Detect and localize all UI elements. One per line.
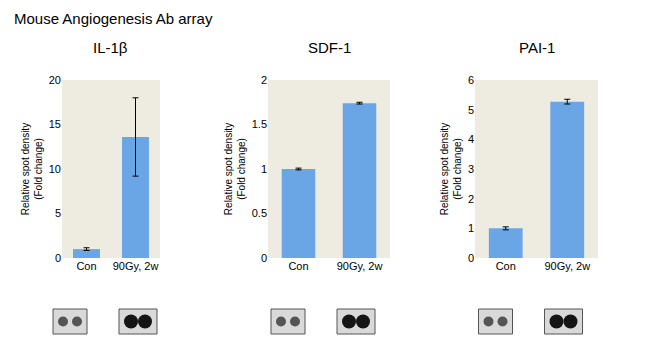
svg-text:90Gy, 2w: 90Gy, 2w: [113, 260, 159, 272]
svg-text:Con: Con: [76, 260, 96, 272]
svg-text:90Gy, 2w: 90Gy, 2w: [544, 260, 590, 272]
svg-text:4: 4: [468, 133, 474, 145]
svg-text:PAI-1: PAI-1: [519, 39, 555, 56]
svg-text:0: 0: [261, 252, 267, 264]
svg-text:3: 3: [468, 163, 474, 175]
svg-text:SDF-1: SDF-1: [308, 39, 351, 56]
svg-text:5: 5: [55, 207, 61, 219]
svg-text:Relative spot density(Fold cha: Relative spot density(Fold change): [223, 123, 247, 215]
svg-text:0: 0: [55, 252, 61, 264]
svg-text:6: 6: [468, 74, 474, 86]
svg-text:1: 1: [261, 163, 267, 175]
svg-text:Relative spot density(Fold cha: Relative spot density(Fold change): [20, 123, 44, 215]
svg-text:0.5: 0.5: [252, 207, 267, 219]
svg-text:1: 1: [468, 222, 474, 234]
svg-text:1.5: 1.5: [252, 118, 267, 130]
svg-text:2: 2: [261, 74, 267, 86]
svg-text:90Gy, 2w: 90Gy, 2w: [337, 260, 383, 272]
svg-text:Con: Con: [288, 260, 308, 272]
svg-text:0: 0: [468, 252, 474, 264]
svg-text:15: 15: [49, 118, 61, 130]
svg-text:Con: Con: [496, 260, 516, 272]
svg-text:Relative spot density(Fold cha: Relative spot density(Fold change): [439, 123, 463, 215]
svg-text:10: 10: [49, 163, 61, 175]
svg-text:20: 20: [49, 74, 61, 86]
svg-text:IL-1β: IL-1β: [93, 39, 128, 56]
svg-text:Mouse Angiogenesis Ab array: Mouse Angiogenesis Ab array: [14, 10, 213, 27]
svg-text:5: 5: [468, 104, 474, 116]
svg-text:2: 2: [468, 193, 474, 205]
